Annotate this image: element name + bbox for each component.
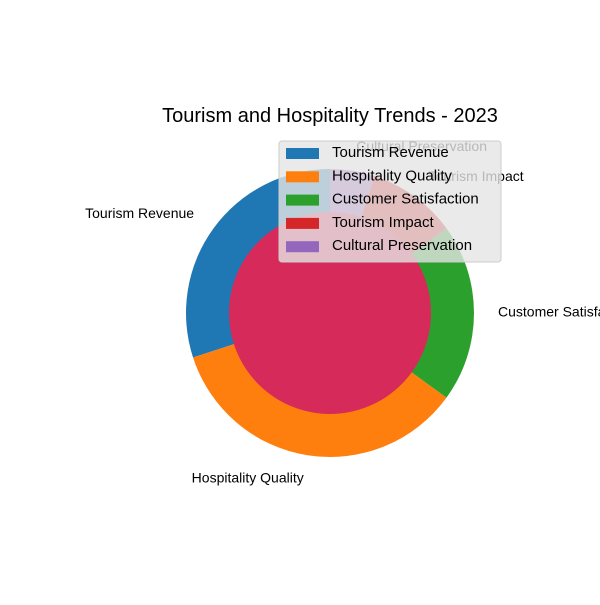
- legend-label-hospitality-quality: Hospitality Quality: [332, 167, 453, 184]
- legend-items: Tourism Revenue Hospitality Quality Custom…: [286, 144, 479, 254]
- legend-swatch-hospitality-quality: [286, 171, 319, 183]
- legend-label-tourism-impact: Tourism Impact: [332, 214, 435, 231]
- legend-label-cultural-preservation: Cultural Preservation: [332, 237, 472, 254]
- legend-swatch-customer-satisfaction: [286, 194, 319, 206]
- chart-title: Tourism and Hospitality Trends - 2023: [162, 105, 498, 127]
- legend-swatch-cultural-preservation: [286, 241, 319, 253]
- legend: Tourism Revenue Hospitality Quality Custom…: [278, 140, 502, 263]
- legend-frame: [278, 140, 502, 263]
- slice-label-hospitality-quality: Hospitality Quality: [192, 470, 304, 486]
- legend-swatch-tourism-revenue: [286, 148, 319, 159]
- slice-label-customer-satisfaction: Customer Satisfaction: [498, 304, 600, 320]
- legend-swatch-tourism-impact: [286, 217, 319, 229]
- slice-label-tourism-revenue: Tourism Revenue: [85, 205, 194, 221]
- legend-label-tourism-revenue: Tourism Revenue: [332, 144, 449, 161]
- legend-label-customer-satisfaction: Customer Satisfaction: [332, 191, 479, 208]
